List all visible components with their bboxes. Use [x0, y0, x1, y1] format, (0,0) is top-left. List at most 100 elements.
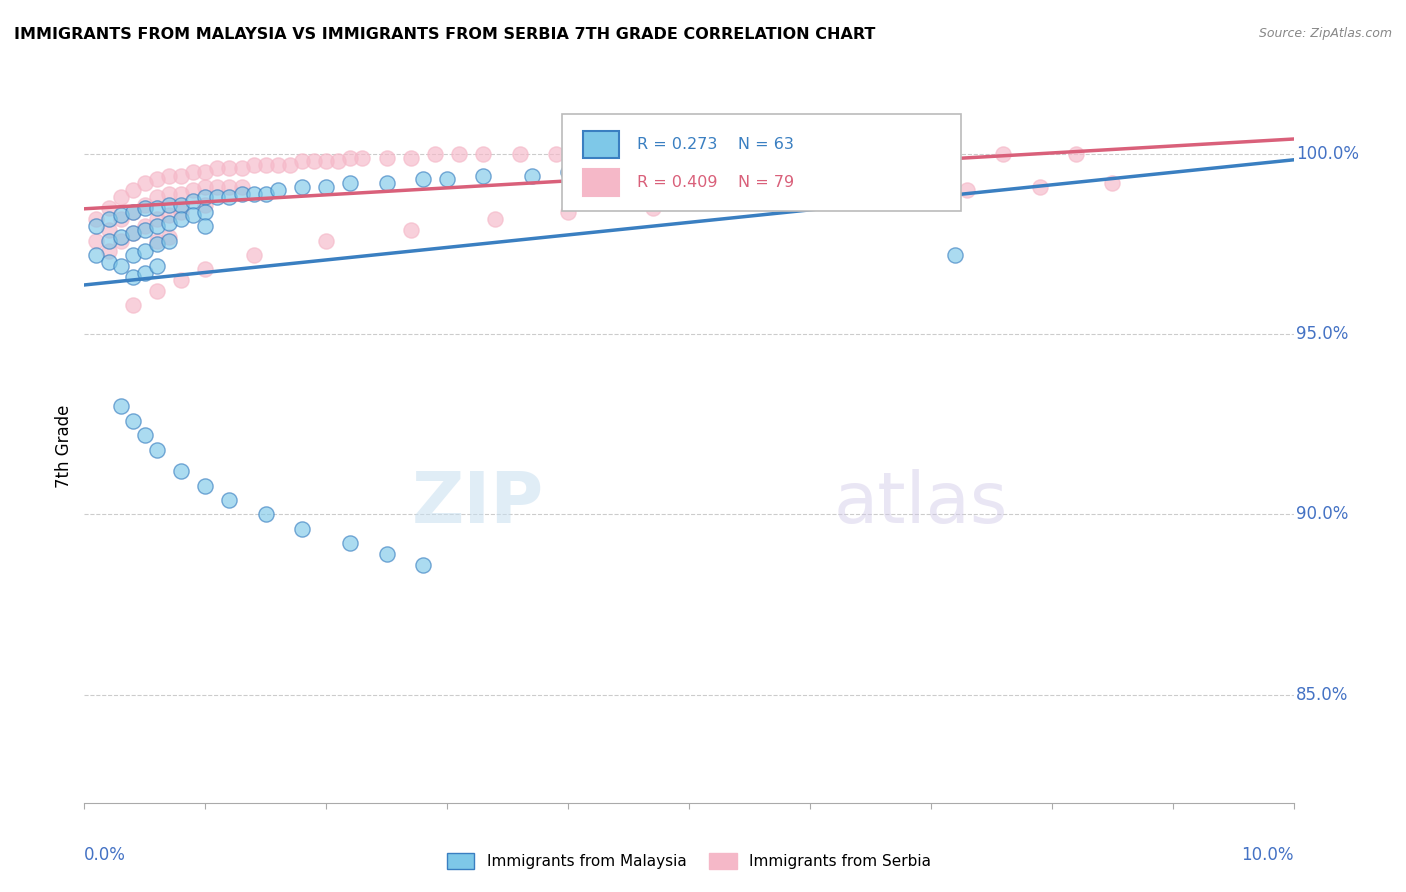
Point — [943, 248, 966, 262]
Point — [146, 237, 169, 252]
Point — [146, 190, 169, 204]
Point — [86, 248, 108, 262]
Point — [146, 259, 169, 273]
Point — [449, 147, 471, 161]
Y-axis label: 7th Grade: 7th Grade — [55, 404, 73, 488]
Point — [557, 165, 579, 179]
Text: R = 0.273    N = 63: R = 0.273 N = 63 — [637, 136, 794, 152]
Point — [702, 147, 724, 161]
Point — [146, 172, 169, 186]
Point — [218, 190, 240, 204]
Point — [170, 273, 193, 287]
Point — [157, 197, 180, 211]
Point — [97, 234, 120, 248]
Point — [86, 234, 108, 248]
Point — [412, 558, 434, 572]
Point — [134, 176, 156, 190]
Point — [291, 154, 314, 169]
Point — [799, 147, 821, 161]
Point — [170, 197, 193, 211]
Point — [146, 219, 169, 234]
Point — [339, 536, 361, 550]
Point — [799, 158, 821, 172]
Point — [181, 165, 204, 179]
Point — [134, 201, 156, 215]
Point — [207, 161, 229, 176]
Bar — [582, 169, 619, 196]
Point — [375, 176, 398, 190]
Point — [194, 190, 217, 204]
Text: 100.0%: 100.0% — [1296, 145, 1360, 163]
Point — [97, 223, 120, 237]
Point — [194, 179, 217, 194]
Point — [110, 400, 132, 414]
Point — [231, 161, 253, 176]
Point — [146, 201, 169, 215]
Point — [218, 179, 240, 194]
Text: IMMIGRANTS FROM MALAYSIA VS IMMIGRANTS FROM SERBIA 7TH GRADE CORRELATION CHART: IMMIGRANTS FROM MALAYSIA VS IMMIGRANTS F… — [14, 27, 876, 42]
Point — [520, 169, 543, 183]
Point — [170, 186, 193, 201]
Point — [423, 147, 446, 161]
Point — [1101, 176, 1123, 190]
Point — [157, 234, 180, 248]
Point — [121, 269, 143, 284]
Point — [194, 219, 217, 234]
Point — [315, 179, 337, 194]
Point — [799, 190, 821, 204]
Point — [339, 176, 361, 190]
Point — [544, 147, 567, 161]
Point — [134, 266, 156, 280]
Point — [97, 244, 120, 259]
Point — [278, 158, 301, 172]
Point — [194, 478, 217, 492]
Point — [242, 158, 264, 172]
Point — [194, 197, 217, 211]
Point — [291, 522, 314, 536]
Point — [110, 208, 132, 222]
Point — [157, 208, 180, 222]
Point — [181, 183, 204, 197]
Point — [231, 186, 253, 201]
Point — [254, 158, 277, 172]
Point — [121, 204, 143, 219]
Point — [1064, 147, 1087, 161]
Point — [146, 211, 169, 226]
Point — [484, 211, 506, 226]
Point — [617, 165, 640, 179]
Point — [181, 208, 204, 222]
Point — [97, 201, 120, 215]
Point — [181, 194, 204, 208]
Point — [110, 259, 132, 273]
Point — [121, 227, 143, 241]
Text: 90.0%: 90.0% — [1296, 506, 1348, 524]
Point — [170, 169, 193, 183]
Point — [328, 154, 350, 169]
Point — [97, 211, 120, 226]
Point — [110, 230, 132, 244]
Point — [751, 147, 773, 161]
Point — [157, 215, 180, 229]
Point — [714, 194, 737, 208]
Point — [654, 147, 676, 161]
Point — [86, 219, 108, 234]
Point — [170, 204, 193, 219]
Point — [231, 179, 253, 194]
Point — [412, 172, 434, 186]
Point — [97, 255, 120, 269]
Text: 0.0%: 0.0% — [84, 846, 127, 863]
FancyBboxPatch shape — [562, 114, 962, 211]
Point — [617, 147, 640, 161]
Point — [146, 442, 169, 457]
Point — [859, 147, 882, 161]
Point — [110, 190, 132, 204]
Point — [157, 230, 180, 244]
Point — [157, 169, 180, 183]
Point — [956, 183, 979, 197]
Point — [170, 211, 193, 226]
Point — [242, 186, 264, 201]
Point — [267, 158, 290, 172]
Legend: Immigrants from Malaysia, Immigrants from Serbia: Immigrants from Malaysia, Immigrants fro… — [440, 847, 938, 875]
Point — [207, 190, 229, 204]
Point — [339, 151, 361, 165]
